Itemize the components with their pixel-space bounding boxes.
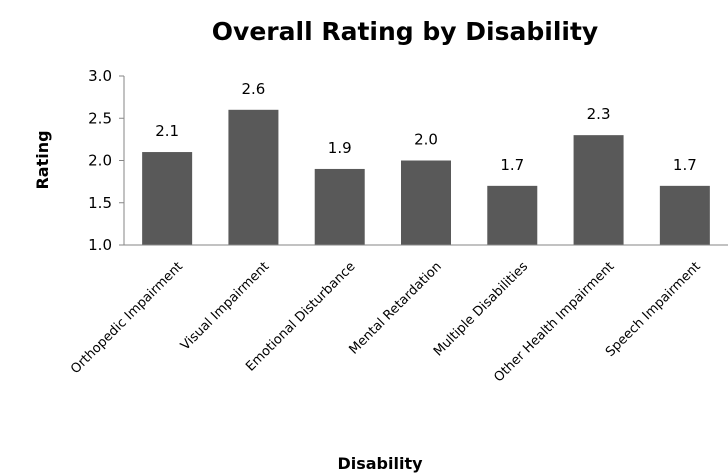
chart-title: Overall Rating by Disability — [212, 17, 598, 46]
data-label: 2.1 — [155, 122, 179, 140]
x-tick-label: Orthopedic Impairment — [68, 259, 186, 377]
x-tick-label: Visual Impairment — [178, 259, 272, 353]
y-tick-label: 2.0 — [88, 152, 112, 170]
data-label: 1.7 — [500, 156, 524, 174]
y-axis-title: Rating — [33, 130, 52, 189]
data-label: 1.7 — [673, 156, 697, 174]
y-tick-label: 3.0 — [88, 67, 112, 85]
x-tick-label: Multiple Disabilities — [431, 259, 531, 359]
bar — [487, 186, 537, 245]
y-tick-label: 1.0 — [88, 236, 112, 254]
y-tick-label: 2.5 — [88, 109, 112, 127]
bar — [574, 135, 624, 245]
bar — [401, 161, 451, 246]
x-axis-title: Disability — [337, 454, 423, 473]
data-label: 1.9 — [328, 139, 352, 157]
x-tick-label: Mental Retardation — [347, 259, 445, 357]
data-label: 2.6 — [241, 80, 265, 98]
data-label: 2.0 — [414, 131, 438, 149]
data-label: 2.3 — [587, 105, 611, 123]
bar — [315, 169, 365, 245]
bar — [142, 152, 192, 245]
bar — [228, 110, 278, 245]
y-axis: 1.0 1.5 2.0 2.5 3.0 — [88, 67, 124, 254]
x-tick-label: Speech Impairment — [603, 259, 704, 360]
bar — [660, 186, 710, 245]
y-tick-label: 1.5 — [88, 194, 112, 212]
